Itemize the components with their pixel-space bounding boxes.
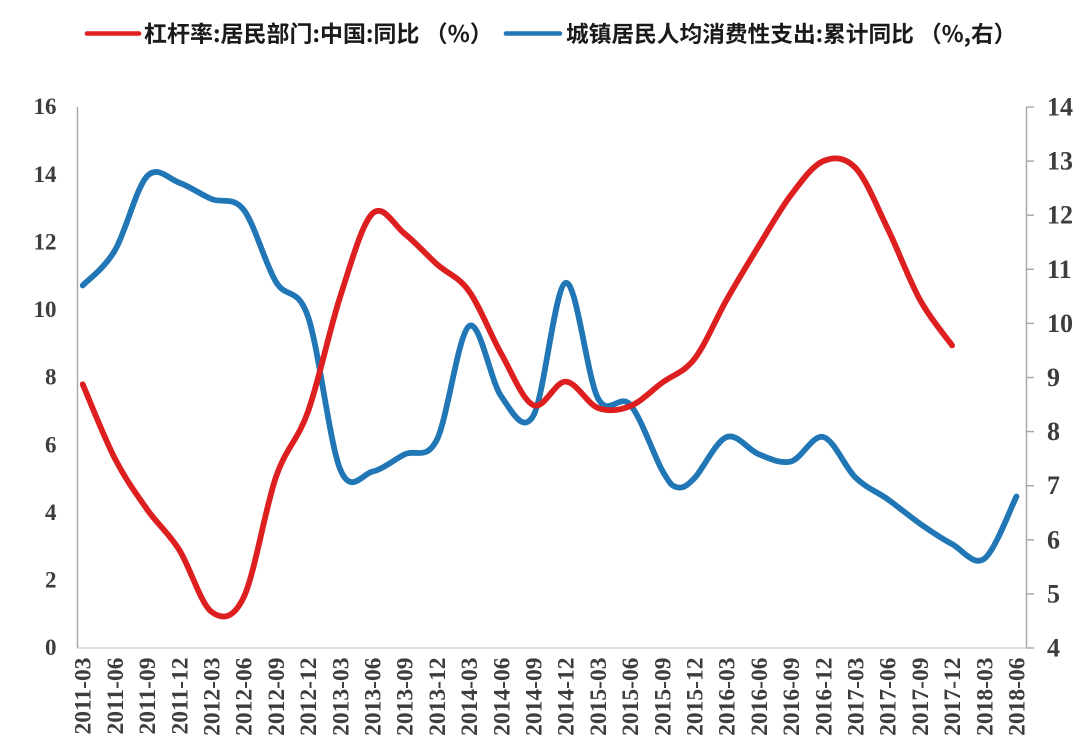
svg-text:10: 10 <box>1047 309 1073 338</box>
svg-text:13: 13 <box>1047 147 1073 176</box>
svg-text:11: 11 <box>1047 255 1072 284</box>
svg-text:2013-06: 2013-06 <box>361 657 387 736</box>
svg-text:2011-12: 2011-12 <box>167 658 193 735</box>
svg-text:8: 8 <box>45 365 57 390</box>
svg-text:2016-09: 2016-09 <box>779 658 805 736</box>
svg-text:2: 2 <box>45 568 57 593</box>
svg-text:2017-09: 2017-09 <box>908 658 934 736</box>
svg-text:2012-09: 2012-09 <box>264 658 290 736</box>
svg-text:2015-12: 2015-12 <box>683 658 709 736</box>
svg-text:14: 14 <box>34 162 58 187</box>
svg-text:2013-09: 2013-09 <box>393 658 419 736</box>
svg-text:6: 6 <box>45 432 57 457</box>
svg-text:2011-03: 2011-03 <box>71 658 97 735</box>
svg-text:2016-12: 2016-12 <box>811 658 837 736</box>
svg-text:2012-06: 2012-06 <box>232 657 258 736</box>
svg-text:2015-06: 2015-06 <box>618 657 644 736</box>
svg-text:2012-03: 2012-03 <box>200 658 226 736</box>
svg-text:2017-06: 2017-06 <box>876 657 902 736</box>
svg-text:16: 16 <box>34 94 57 119</box>
svg-text:2014-06: 2014-06 <box>489 657 515 736</box>
svg-text:12: 12 <box>1047 201 1073 230</box>
svg-text:2013-12: 2013-12 <box>425 658 451 736</box>
svg-text:2016-06: 2016-06 <box>747 657 773 736</box>
svg-text:7: 7 <box>1047 471 1060 500</box>
svg-text:2011-09: 2011-09 <box>135 658 161 735</box>
svg-text:2015-03: 2015-03 <box>586 658 612 736</box>
svg-text:6: 6 <box>1047 525 1060 554</box>
svg-text:2016-03: 2016-03 <box>715 658 741 736</box>
svg-text:2011-06: 2011-06 <box>103 657 129 734</box>
svg-text:2014-12: 2014-12 <box>554 658 580 736</box>
svg-text:2017-03: 2017-03 <box>844 658 870 736</box>
svg-text:5: 5 <box>1047 579 1060 608</box>
svg-text:2013-03: 2013-03 <box>328 658 354 736</box>
svg-text:2018-03: 2018-03 <box>972 658 998 736</box>
svg-text:4: 4 <box>45 500 57 525</box>
svg-text:4: 4 <box>1047 634 1060 663</box>
svg-text:10: 10 <box>34 297 57 322</box>
svg-text:2017-12: 2017-12 <box>940 658 966 736</box>
svg-text:2015-09: 2015-09 <box>650 658 676 736</box>
svg-text:9: 9 <box>1047 363 1060 392</box>
svg-text:8: 8 <box>1047 417 1060 446</box>
svg-text:2014-03: 2014-03 <box>457 658 483 736</box>
svg-text:2018-06: 2018-06 <box>1005 657 1031 736</box>
svg-text:14: 14 <box>1047 93 1073 122</box>
svg-text:12: 12 <box>34 229 57 254</box>
svg-text:2014-09: 2014-09 <box>522 658 548 736</box>
svg-text:0: 0 <box>45 635 57 660</box>
svg-text:2012-12: 2012-12 <box>296 658 322 736</box>
